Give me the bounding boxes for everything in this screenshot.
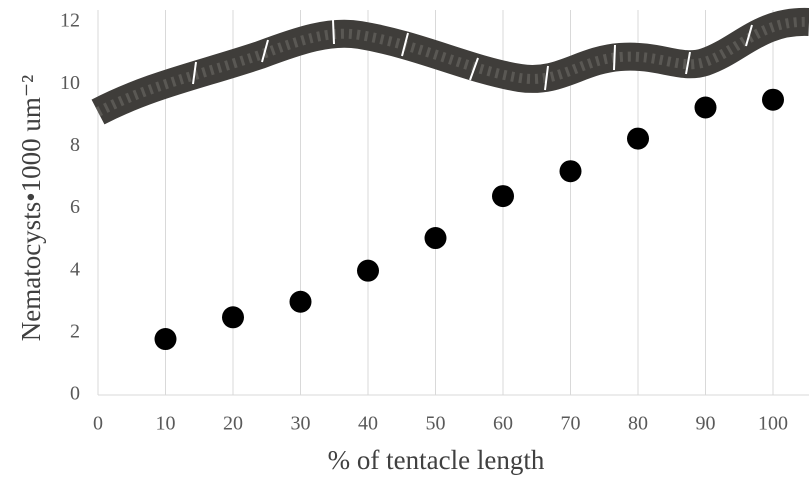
point [424, 227, 447, 250]
x-tick-label: 80 [628, 413, 648, 435]
x-tick-label: 90 [696, 413, 716, 435]
y-tick-label: 10 [60, 72, 80, 94]
x-tick-label: 20 [223, 413, 243, 435]
x-tick-label: 70 [561, 413, 581, 435]
point [492, 185, 514, 208]
x-axis-title: % of tentacle length [328, 445, 545, 475]
y-tick-label: 4 [70, 258, 80, 280]
x-tick-label: 100 [758, 413, 788, 435]
point [289, 290, 312, 313]
x-tick-label: 60 [493, 413, 513, 435]
y-tick-label: 8 [70, 134, 80, 156]
y-tick-label: 12 [60, 10, 80, 32]
point [222, 306, 244, 329]
y-tick-label: 2 [70, 320, 80, 342]
point [154, 328, 177, 351]
x-tick-label: 30 [291, 413, 311, 435]
y-axis-title: Nematocysts•1000 um⁻² [16, 75, 46, 342]
point [694, 96, 717, 119]
x-tick-label: 40 [358, 413, 378, 435]
point [559, 160, 582, 183]
point [762, 88, 784, 111]
tentacle-image [91, 7, 809, 125]
x-tick-label: 0 [93, 413, 103, 435]
x-tick-label: 10 [156, 413, 176, 435]
point [627, 127, 649, 150]
x-tick-label: 50 [426, 413, 446, 435]
y-tick-label: 6 [70, 196, 80, 218]
point [357, 259, 379, 282]
y-tick-label: 0 [70, 383, 80, 405]
